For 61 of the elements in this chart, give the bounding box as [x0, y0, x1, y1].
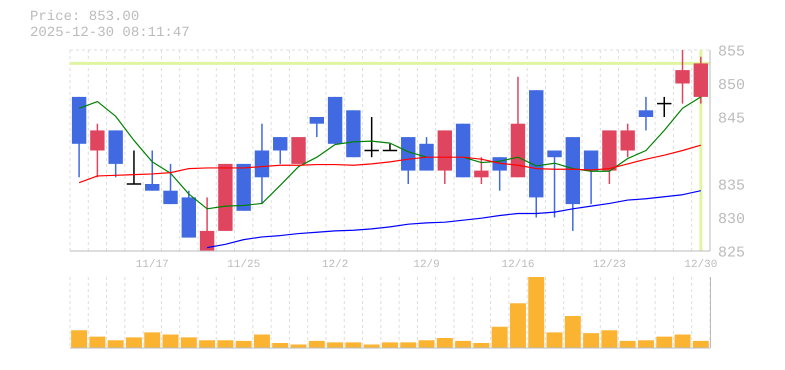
candlestick: [547, 150, 562, 218]
bar: [418, 340, 435, 348]
candlestick: [364, 116, 380, 158]
bar: [199, 340, 216, 348]
y-tick-label: 835: [718, 177, 746, 194]
bar: [308, 340, 325, 348]
candlestick: [310, 116, 324, 138]
bar: [272, 343, 288, 348]
bar: [583, 333, 600, 348]
x-tick-label: 11/25: [227, 258, 260, 271]
candlestick: [620, 122, 635, 158]
bar: [436, 338, 453, 348]
x-tick-label: 12/23: [592, 258, 626, 271]
bar: [473, 343, 490, 348]
bar: [236, 340, 252, 348]
bar: [638, 340, 654, 348]
bar: [108, 340, 124, 348]
y-tick-label: 855: [718, 43, 746, 60]
candlestick: [656, 96, 672, 118]
candlestick: [145, 150, 160, 192]
bar: [144, 332, 160, 348]
bar: [492, 326, 508, 348]
candlestick: [474, 156, 489, 185]
bar: [674, 334, 691, 348]
x-tick-label: 12/2: [322, 258, 348, 271]
chart-title: Price: 853.00: [30, 9, 140, 25]
bar: [455, 340, 472, 348]
x-tick-label: 12/16: [501, 258, 535, 271]
bar: [564, 316, 581, 348]
bar: [180, 337, 197, 348]
bar: [546, 332, 563, 348]
bar: [217, 340, 234, 348]
candlestick: [273, 136, 288, 165]
x-tick-label: 11/17: [136, 258, 169, 271]
bar: [89, 336, 106, 348]
bar: [126, 337, 142, 348]
y-tick-label: 845: [718, 110, 746, 128]
y-tick-label: 825: [718, 244, 746, 262]
candlestick: [90, 122, 105, 178]
candlestick: [163, 163, 178, 205]
y-tick-label: 830: [718, 210, 746, 228]
candlestick: [126, 150, 142, 185]
bar: [620, 340, 636, 348]
x-tick-label: 12/30: [684, 258, 718, 271]
bar: [71, 330, 88, 348]
line-series: [78, 144, 702, 184]
bar: [601, 330, 618, 348]
y-tick-label: 850: [718, 76, 746, 94]
candlestick: [200, 196, 214, 251]
bar: [510, 303, 526, 348]
bar: [162, 334, 179, 348]
x-tick-label: 12/9: [413, 258, 440, 271]
candlestick: [584, 150, 598, 205]
bar: [528, 277, 544, 348]
bar: [254, 334, 270, 348]
bar: [656, 336, 672, 348]
bar: [692, 340, 709, 348]
chart-subtitle: 2025-12-30 08:11:47: [30, 25, 190, 41]
candlestick: [638, 96, 654, 132]
candlestick: [675, 50, 690, 104]
candlestick: [382, 143, 398, 152]
